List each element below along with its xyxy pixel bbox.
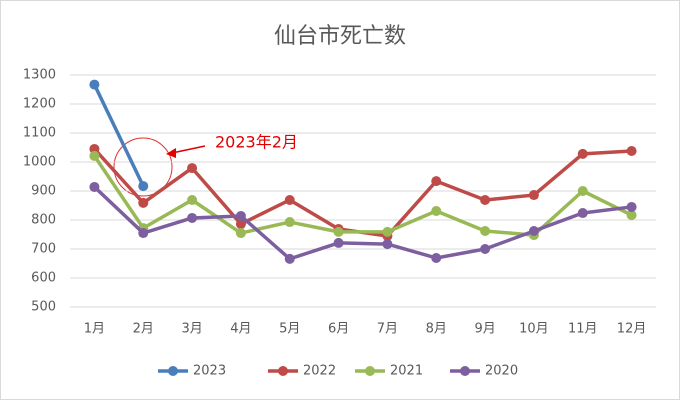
x-tick-label: 8月 [426,322,447,337]
arrow-head [166,148,176,158]
x-tick-label: 11月 [568,322,598,337]
legend-marker [460,366,470,376]
point [333,226,344,237]
point [626,210,637,221]
annotation-arrow [171,145,206,154]
point [187,194,198,205]
point [284,217,295,228]
point [89,79,100,90]
x-tick-label: 5月 [279,322,300,337]
point [528,190,539,201]
point [187,163,198,174]
y-tick-label: 1300 [23,68,56,83]
x-tick-label: 10月 [519,322,549,337]
x-tick-label: 7月 [377,322,398,337]
x-tick-label: 4月 [230,322,251,337]
legend-label: 2021 [390,364,423,379]
point [235,228,246,239]
point [431,176,442,187]
point [187,212,198,223]
legend-label: 2022 [303,364,336,379]
point [235,219,246,230]
point [284,253,295,264]
point [431,206,442,217]
point [626,145,637,156]
point [235,210,246,221]
y-tick-label: 1200 [23,97,56,112]
x-tick-label: 1月 [84,322,105,337]
point [528,226,539,237]
point [89,181,100,192]
point [382,226,393,237]
y-tick-label: 900 [31,184,56,199]
y-tick-label: 800 [31,213,56,228]
point [89,150,100,161]
point [431,252,442,263]
point [577,186,588,196]
point [577,148,588,159]
point [382,239,393,250]
legend-label: 2023 [193,364,226,379]
point [138,228,149,239]
x-tick-label: 9月 [474,322,495,337]
y-tick-label: 1100 [23,126,56,141]
legend-label: 2020 [485,364,518,379]
point [284,194,295,205]
y-tick-label: 500 [31,300,56,315]
point [480,244,491,254]
y-tick-label: 600 [31,271,56,286]
series-line [92,83,145,187]
x-tick-label: 3月 [181,322,202,337]
highlight-circle [113,137,173,197]
point [626,201,637,212]
point [89,143,100,154]
x-tick-label: 2月 [133,322,154,337]
x-tick-label: 6月 [328,322,349,337]
legend-marker [168,366,178,376]
y-tick-label: 700 [31,242,56,257]
legend-marker [365,366,375,376]
chart-title: 仙台市死亡数 [274,24,406,49]
y-tick-label: 1000 [23,155,56,170]
x-tick-label: 12月 [617,322,647,337]
point [333,237,344,248]
point [138,197,149,208]
point [480,226,491,237]
point [138,181,149,192]
annotation: 2023年2月 [215,133,298,152]
legend-marker [278,366,288,376]
point [480,194,491,205]
point [577,208,588,219]
series-line [93,185,632,261]
